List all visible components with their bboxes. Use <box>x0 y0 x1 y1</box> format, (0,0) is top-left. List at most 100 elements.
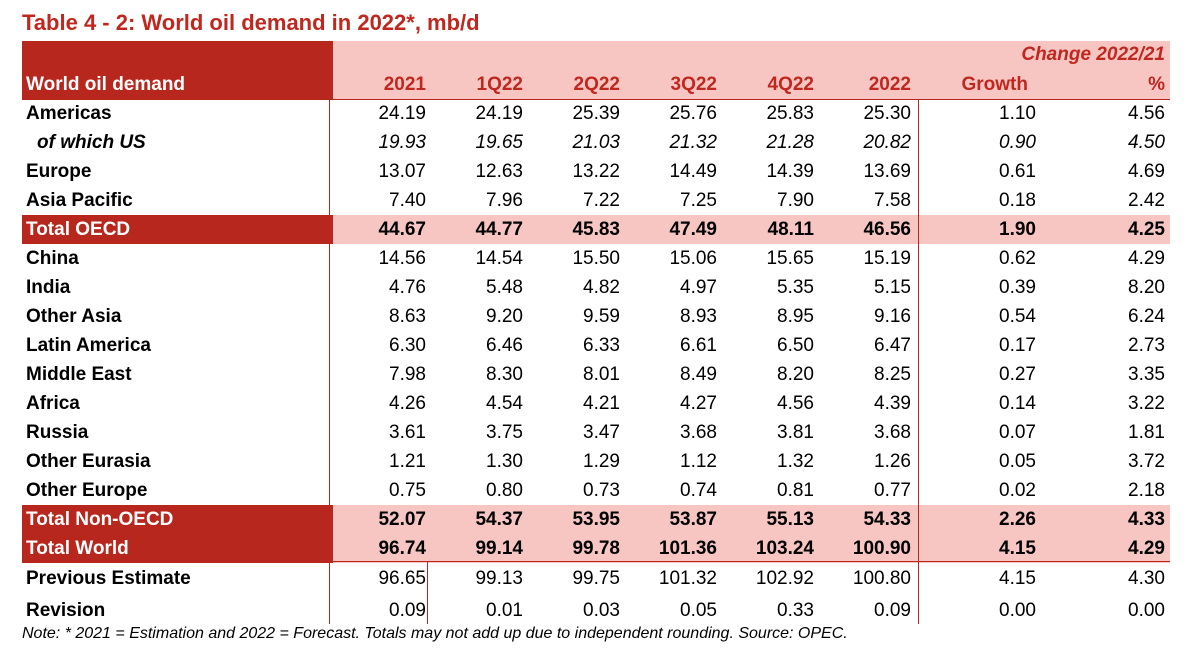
value-cell: 25.39 <box>572 102 620 124</box>
value-cell: 4.76 <box>389 276 426 298</box>
value-cell: 9.20 <box>486 305 523 327</box>
table-row: India 4.76 5.48 4.82 4.97 5.35 5.15 0.39 8.20 <box>22 273 1170 302</box>
value-cell: 4.25 <box>1128 218 1165 240</box>
row-label: Previous Estimate <box>26 568 191 589</box>
value-cell: 14.56 <box>378 247 426 269</box>
value-cell: 0.73 <box>583 479 620 501</box>
divider-2021-col <box>427 561 428 624</box>
value-cell: 8.20 <box>777 363 814 385</box>
value-cell: 3.68 <box>874 421 911 443</box>
value-cell: 25.30 <box>863 102 911 124</box>
value-cell: 3.47 <box>583 421 620 443</box>
row-label: of which US <box>37 131 146 153</box>
value-cell: 13.07 <box>378 160 426 182</box>
value-cell: 21.28 <box>766 131 814 153</box>
row-label: Other Eurasia <box>26 450 151 472</box>
value-cell: 21.32 <box>669 131 717 153</box>
row-label: Americas <box>26 102 112 124</box>
value-cell: 0.05 <box>680 599 717 621</box>
value-cell: 1.29 <box>583 450 620 472</box>
value-cell: 4.56 <box>1128 102 1165 124</box>
change-group-header: Change 2022/21 <box>1021 44 1165 65</box>
table-note: Note: * 2021 = Estimation and 2022 = For… <box>22 625 848 642</box>
value-cell: 8.01 <box>583 363 620 385</box>
table-row: Other Asia 8.63 9.20 9.59 8.93 8.95 9.16 0.54 6.… <box>22 302 1170 331</box>
value-cell: 4.26 <box>389 392 426 414</box>
table-row: China 14.56 14.54 15.50 15.06 15.65 15.19 0.62 4… <box>22 244 1170 273</box>
value-cell: 0.09 <box>389 599 426 621</box>
value-cell: 8.63 <box>389 305 426 327</box>
col-header-pct: % <box>1148 74 1165 95</box>
row-label: Revision <box>26 599 106 621</box>
table-row: Revision 0.09 0.01 0.03 0.05 0.33 0.09 0.00 0.00 <box>22 595 1170 626</box>
col-header-1q22: 1Q22 <box>476 74 523 95</box>
table-row: of which US 19.93 19.65 21.03 21.32 21.28 20.8… <box>22 128 1170 157</box>
value-cell: 44.77 <box>475 218 523 240</box>
value-cell: 0.80 <box>486 479 523 501</box>
value-cell: 0.02 <box>999 479 1036 501</box>
value-cell: 13.22 <box>572 160 620 182</box>
value-cell: 7.22 <box>583 189 620 211</box>
value-cell: 19.65 <box>475 131 523 153</box>
value-cell: 3.35 <box>1128 363 1165 385</box>
table-row: Other Europe 0.75 0.80 0.73 0.74 0.81 0.77 0.02… <box>22 476 1170 505</box>
value-cell: 3.75 <box>486 421 523 443</box>
value-cell: 7.98 <box>389 363 426 385</box>
table-row: Middle East 7.98 8.30 8.01 8.49 8.20 8.25 0.27 3… <box>22 360 1170 389</box>
value-cell: 4.50 <box>1128 131 1165 153</box>
value-cell: 1.12 <box>680 450 717 472</box>
value-cell: 100.80 <box>852 568 911 589</box>
table-row: Asia Pacific 7.40 7.96 7.22 7.25 7.90 7.58 0.18… <box>22 186 1170 215</box>
value-cell: 7.90 <box>777 189 814 211</box>
value-cell: 4.39 <box>874 392 911 414</box>
value-cell: 4.54 <box>486 392 523 414</box>
row-label: China <box>26 247 79 269</box>
value-cell: 25.76 <box>669 102 717 124</box>
oil-demand-table: World oil demand Change 2022/21 2021 1Q2… <box>22 41 1170 626</box>
value-cell: 6.61 <box>680 334 717 356</box>
value-cell: 1.10 <box>999 102 1036 124</box>
value-cell: 4.15 <box>999 537 1036 559</box>
value-cell: 0.61 <box>999 160 1036 182</box>
value-cell: 25.83 <box>766 102 814 124</box>
row-label: Total World <box>22 534 333 563</box>
value-cell: 99.78 <box>572 537 620 559</box>
value-cell: 1.81 <box>1128 421 1165 443</box>
table-row: Europe 13.07 12.63 13.22 14.49 14.39 13.69 0.61… <box>22 157 1170 186</box>
value-cell: 0.09 <box>874 599 911 621</box>
value-cell: 46.56 <box>863 218 911 240</box>
col-header-4q22: 4Q22 <box>767 74 814 95</box>
row-label: India <box>26 276 71 298</box>
divider-label-col <box>329 41 330 624</box>
value-cell: 99.14 <box>475 537 523 559</box>
value-cell: 0.33 <box>777 599 814 621</box>
value-cell: 48.11 <box>767 218 815 240</box>
table-row: Previous Estimate 96.65 99.13 99.75 101.32 10… <box>22 563 1170 595</box>
value-cell: 1.30 <box>486 450 523 472</box>
value-cell: 4.15 <box>999 568 1036 589</box>
value-cell: 21.03 <box>572 131 620 153</box>
value-cell: 6.50 <box>777 334 814 356</box>
row-label: Other Europe <box>26 479 148 501</box>
row-label: Middle East <box>26 363 132 385</box>
table-row: Other Eurasia 1.21 1.30 1.29 1.12 1.32 1.26 0.0… <box>22 447 1170 476</box>
row-label: Total Non-OECD <box>22 505 333 534</box>
value-cell: 0.18 <box>999 189 1036 211</box>
value-cell: 53.87 <box>669 508 717 530</box>
header-label: World oil demand <box>22 41 333 99</box>
row-label: Other Asia <box>26 305 122 327</box>
value-cell: 44.67 <box>378 218 426 240</box>
value-cell: 0.03 <box>583 599 620 621</box>
value-cell: 7.58 <box>874 189 911 211</box>
value-cell: 6.33 <box>583 334 620 356</box>
value-cell: 0.74 <box>680 479 717 501</box>
value-cell: 53.95 <box>572 508 620 530</box>
value-cell: 0.54 <box>999 305 1036 327</box>
value-cell: 45.83 <box>572 218 620 240</box>
table-row: Total Non-OECD 52.07 54.37 53.95 53.87 55.13 5… <box>22 505 1170 534</box>
value-cell: 54.37 <box>475 508 523 530</box>
value-cell: 5.15 <box>874 276 911 298</box>
value-cell: 96.65 <box>378 568 426 589</box>
value-cell: 99.13 <box>475 568 523 589</box>
value-cell: 13.69 <box>863 160 911 182</box>
